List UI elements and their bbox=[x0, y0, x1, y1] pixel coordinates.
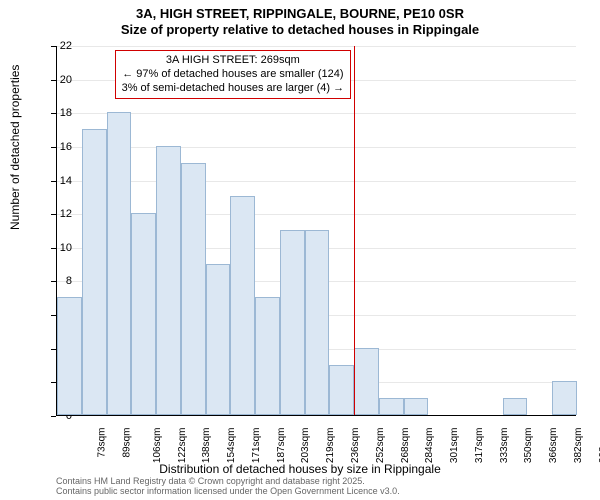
x-tick-label: 203sqm bbox=[301, 428, 312, 464]
title-line2: Size of property relative to detached ho… bbox=[0, 22, 600, 38]
x-tick-label: 106sqm bbox=[152, 428, 163, 464]
x-tick-label: 366sqm bbox=[548, 428, 559, 464]
callout-line3: 3% of semi-detached houses are larger (4… bbox=[122, 82, 345, 96]
y-tick-mark bbox=[51, 382, 56, 383]
y-tick-mark bbox=[51, 248, 56, 249]
bar bbox=[181, 163, 206, 415]
bar bbox=[255, 297, 280, 415]
x-tick-label: 122sqm bbox=[177, 428, 188, 464]
chart-area: 3A HIGH STREET: 269sqm← 97% of detached … bbox=[56, 46, 576, 416]
x-tick-label: 236sqm bbox=[350, 428, 361, 464]
x-tick-label: 89sqm bbox=[122, 428, 133, 458]
x-tick-label: 73sqm bbox=[97, 428, 108, 458]
title-block: 3A, HIGH STREET, RIPPINGALE, BOURNE, PE1… bbox=[0, 0, 600, 39]
x-tick-label: 301sqm bbox=[449, 428, 460, 464]
bar bbox=[280, 230, 305, 415]
bar bbox=[107, 112, 132, 415]
bar bbox=[552, 381, 577, 415]
x-tick-label: 284sqm bbox=[424, 428, 435, 464]
y-tick-mark bbox=[51, 181, 56, 182]
title-line1: 3A, HIGH STREET, RIPPINGALE, BOURNE, PE1… bbox=[0, 6, 600, 22]
callout-line1: 3A HIGH STREET: 269sqm bbox=[122, 54, 345, 68]
y-tick-mark bbox=[51, 113, 56, 114]
x-tick-label: 219sqm bbox=[325, 428, 336, 464]
y-tick-mark bbox=[51, 281, 56, 282]
callout-box: 3A HIGH STREET: 269sqm← 97% of detached … bbox=[115, 50, 352, 99]
callout-line2: ← 97% of detached houses are smaller (12… bbox=[122, 68, 345, 82]
bar bbox=[503, 398, 528, 415]
y-axis-label: Number of detached properties bbox=[8, 65, 22, 230]
x-tick-label: 317sqm bbox=[474, 428, 485, 464]
bar bbox=[82, 129, 107, 415]
gridline bbox=[57, 147, 576, 148]
bar bbox=[354, 348, 379, 415]
x-tick-label: 333sqm bbox=[499, 428, 510, 464]
y-tick-mark bbox=[51, 315, 56, 316]
chart-container: 3A, HIGH STREET, RIPPINGALE, BOURNE, PE1… bbox=[0, 0, 600, 500]
bar bbox=[230, 196, 255, 415]
bar bbox=[329, 365, 354, 415]
bar bbox=[305, 230, 330, 415]
y-tick-mark bbox=[51, 147, 56, 148]
x-tick-label: 171sqm bbox=[251, 428, 262, 464]
credits-line2: Contains public sector information licen… bbox=[56, 487, 400, 497]
x-tick-label: 382sqm bbox=[573, 428, 584, 464]
x-tick-label: 154sqm bbox=[226, 428, 237, 464]
gridline bbox=[57, 46, 576, 47]
x-axis-label: Distribution of detached houses by size … bbox=[0, 462, 600, 476]
x-tick-label: 187sqm bbox=[276, 428, 287, 464]
bar bbox=[206, 264, 231, 415]
y-tick-mark bbox=[51, 349, 56, 350]
y-tick-mark bbox=[51, 46, 56, 47]
y-tick-mark bbox=[51, 214, 56, 215]
y-tick-mark bbox=[51, 80, 56, 81]
marker-line bbox=[354, 46, 355, 415]
y-tick-mark bbox=[51, 416, 56, 417]
x-tick-label: 252sqm bbox=[375, 428, 386, 464]
x-tick-label: 350sqm bbox=[523, 428, 534, 464]
x-tick-label: 138sqm bbox=[202, 428, 213, 464]
bar bbox=[379, 398, 404, 415]
bar bbox=[404, 398, 429, 415]
credits: Contains HM Land Registry data © Crown c… bbox=[56, 477, 400, 497]
bar bbox=[131, 213, 156, 415]
plot-region: 3A HIGH STREET: 269sqm← 97% of detached … bbox=[56, 46, 576, 416]
gridline bbox=[57, 181, 576, 182]
bar bbox=[156, 146, 181, 415]
gridline bbox=[57, 113, 576, 114]
x-tick-label: 268sqm bbox=[400, 428, 411, 464]
bar bbox=[57, 297, 82, 415]
